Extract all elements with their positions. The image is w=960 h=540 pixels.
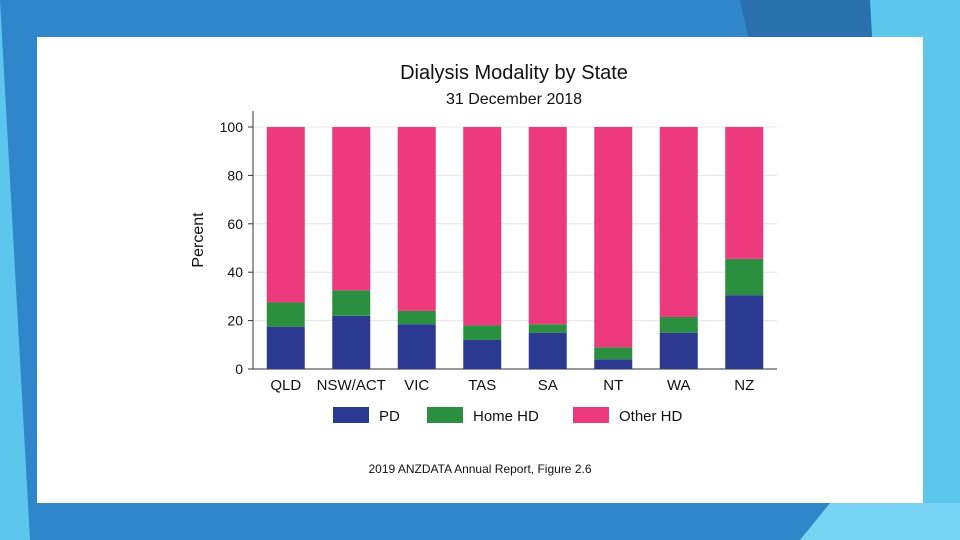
decor-shape-left-light bbox=[0, 0, 30, 540]
x-tick-label: NZ bbox=[734, 377, 754, 394]
source-note: 2019 ANZDATA Annual Report, Figure 2.6 bbox=[368, 462, 592, 476]
plot-area: 0 20 40 60 80 100 QLD NSW/ACT VIC TAS SA NT WA NZ bbox=[220, 111, 777, 394]
bar-pd bbox=[397, 324, 436, 369]
bar-other-hd bbox=[266, 127, 305, 303]
bar-pd bbox=[725, 295, 764, 369]
bar-other-hd bbox=[659, 127, 698, 317]
bar-home-hd bbox=[725, 258, 764, 296]
bar-pd bbox=[659, 332, 698, 369]
bar-home-hd bbox=[332, 290, 371, 316]
bar-pd bbox=[528, 332, 567, 369]
chart-title: Dialysis Modality by State bbox=[400, 62, 628, 84]
y-tick-label: 20 bbox=[227, 313, 243, 329]
x-tick-label: NSW/ACT bbox=[317, 377, 386, 394]
bar-pd bbox=[463, 339, 502, 369]
x-tick-label: WA bbox=[667, 377, 691, 394]
x-tick-label: SA bbox=[538, 377, 558, 394]
y-tick-label: 80 bbox=[227, 167, 243, 183]
legend-label: Home HD bbox=[473, 408, 539, 425]
y-tick-label: 100 bbox=[220, 119, 244, 135]
x-tick-label: TAS bbox=[468, 377, 496, 394]
bar-home-hd bbox=[463, 325, 502, 340]
bar-other-hd bbox=[397, 127, 436, 311]
bar-other-hd bbox=[594, 127, 633, 348]
bar-other-hd bbox=[528, 127, 567, 325]
bar-other-hd bbox=[725, 127, 764, 259]
bar-pd bbox=[266, 326, 305, 369]
legend-swatch bbox=[427, 407, 463, 423]
x-tick-label: VIC bbox=[404, 377, 429, 394]
bar-home-hd bbox=[266, 302, 305, 327]
legend-swatch bbox=[333, 407, 369, 423]
x-tick-label: NT bbox=[603, 377, 623, 394]
bar-pd bbox=[594, 359, 633, 369]
bar-other-hd bbox=[463, 127, 502, 326]
bar-home-hd bbox=[397, 310, 436, 325]
bar-other-hd bbox=[332, 127, 371, 291]
stacked-bar-chart: Dialysis Modality by State 31 December 2… bbox=[190, 62, 777, 425]
legend-swatch bbox=[573, 407, 609, 423]
legend-label: Other HD bbox=[619, 408, 683, 425]
bar-home-hd bbox=[659, 316, 698, 333]
x-tick-label: QLD bbox=[270, 377, 301, 394]
y-tick-label: 0 bbox=[235, 361, 243, 377]
decor-shape-bottom-light bbox=[800, 503, 960, 540]
chart-subtitle: 31 December 2018 bbox=[446, 91, 582, 108]
slide-panel: Dialysis Modality by State 31 December 2… bbox=[37, 37, 923, 503]
y-tick-label: 40 bbox=[227, 264, 243, 280]
y-tick-label: 60 bbox=[227, 216, 243, 232]
y-axis-label: Percent bbox=[190, 212, 207, 268]
legend: PD Home HD Other HD bbox=[333, 407, 683, 425]
bar-home-hd bbox=[528, 324, 567, 333]
bar-pd bbox=[332, 315, 371, 369]
legend-label: PD bbox=[379, 408, 400, 425]
bar-home-hd bbox=[594, 347, 633, 360]
